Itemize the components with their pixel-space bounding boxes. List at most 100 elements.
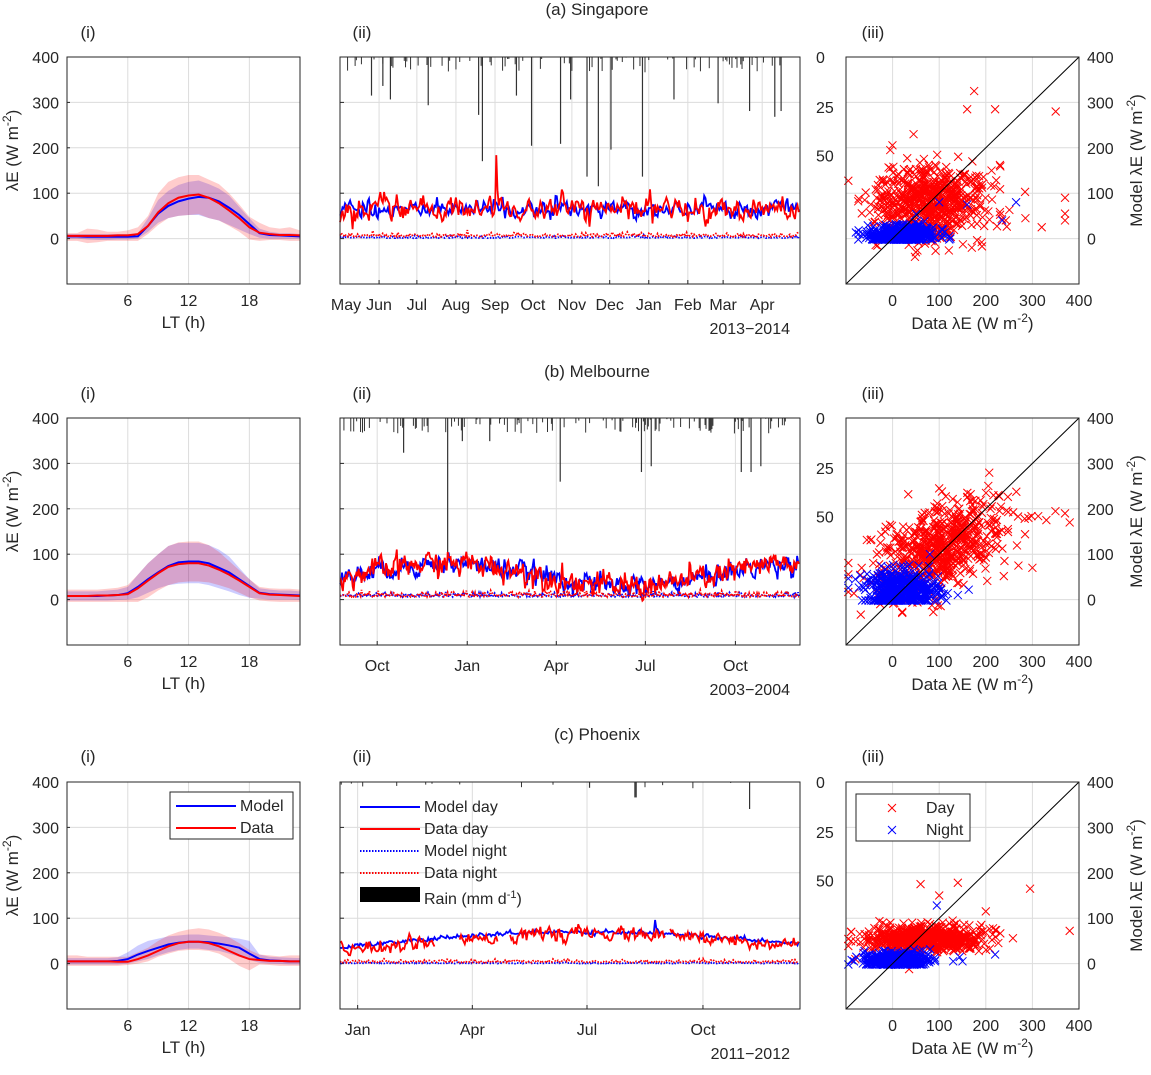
scatter-point [903, 489, 913, 499]
ytick-label: 200 [1087, 141, 1114, 158]
line-data [67, 940, 300, 963]
scatter-point [862, 569, 872, 579]
scatter-point [1065, 926, 1075, 936]
diurnal-panel: 0 100 200 300 400 6 12 18 LT (h) λE (W m-2) [0, 50, 301, 332]
row-2: (c) Phoenix (i) (ii) (iii) 0 100 200 300 400 6 12 1… [0, 725, 1146, 1063]
scatter-point [877, 930, 887, 940]
scatter-point [864, 927, 874, 936]
scatter-point [953, 590, 963, 600]
ytick-label: 300 [1087, 820, 1114, 837]
scatter-point [977, 183, 987, 193]
scatter-point [990, 104, 1000, 114]
scatter-point [883, 210, 893, 220]
scatter-point [967, 220, 976, 230]
scatter-point [952, 516, 962, 526]
diurnal-panel: 0 100 200 300 400 6 12 18 LT (h) λE (W m-2) Model D… [0, 775, 301, 1057]
panel-label-iii: (iii) [862, 747, 885, 766]
scatter-point [919, 174, 928, 184]
scatter-point [886, 543, 895, 552]
scatter-point [977, 237, 987, 247]
month-label: Feb [674, 297, 702, 314]
month-label: Oct [365, 658, 390, 675]
legend: Model day Data day Model night Data night Ra… [360, 799, 522, 908]
scatter-point [861, 188, 871, 197]
scatter-point [1025, 884, 1035, 894]
one-to-one-line [845, 56, 1080, 285]
scatter-point [977, 241, 987, 251]
scatter-point [909, 204, 919, 213]
scatter-point [975, 549, 985, 559]
xtick-label: 18 [240, 1018, 258, 1035]
scatter-point [879, 932, 888, 942]
scatter-point [846, 936, 856, 946]
xtick-label: 200 [972, 293, 999, 310]
scatter-point [869, 596, 879, 605]
series-model-night [339, 232, 800, 240]
scatter-point [1008, 933, 1018, 943]
scatter-point [924, 163, 934, 172]
scatter-panel: 0 100 200 300 400 0 100 200 300 400 Data λE (W m-2… [843, 50, 1146, 333]
xlabel: LT (h) [162, 313, 206, 332]
ytick-label: 300 [1087, 456, 1114, 473]
scatter-point [1065, 518, 1075, 527]
series-model-night [339, 960, 800, 965]
scatter-point [904, 225, 913, 235]
scatter-point [953, 878, 963, 888]
scatter-point [957, 221, 967, 231]
legend-label: Rain (mm d-1) [424, 889, 522, 908]
ytick-label: 200 [32, 866, 59, 883]
scatter-point [918, 516, 928, 525]
scatter-point [873, 596, 883, 605]
scatter-point [883, 543, 893, 553]
scatter-point [984, 468, 994, 478]
month-label: Jan [636, 297, 662, 314]
month-label: Oct [520, 297, 545, 314]
xtick-label: 100 [926, 293, 953, 310]
scatter-point [958, 239, 968, 249]
scatter-point [924, 534, 933, 544]
scatter-point [974, 946, 984, 956]
scatter-point [915, 545, 925, 554]
rain-tick-label: 50 [816, 873, 834, 890]
series-data-day [509, 923, 666, 947]
scatter-point [905, 164, 915, 174]
scatter-point [929, 208, 938, 218]
scatter-point [921, 572, 931, 582]
scatter-point [867, 943, 877, 953]
scatter-point [959, 924, 968, 934]
scatter-point [986, 504, 995, 514]
xtick-label: 100 [926, 654, 953, 671]
scatter-point [889, 235, 899, 244]
scatter-point [953, 152, 963, 162]
ylabel: λE (W m-2) [0, 835, 22, 917]
scatter-point [903, 169, 912, 178]
series-data-night [339, 227, 799, 239]
panel-label-ii: (ii) [353, 384, 372, 403]
row-title: (b) Melbourne [544, 362, 650, 381]
row-title: (c) Phoenix [554, 725, 640, 744]
ytick-label: 100 [1087, 911, 1114, 928]
scatter-point [937, 560, 947, 570]
scatter-point [941, 169, 950, 178]
scatter-point [955, 952, 964, 962]
scatter-point [939, 538, 949, 547]
scatter-point [987, 166, 996, 175]
scatter-point [861, 595, 870, 605]
scatter-point [875, 196, 884, 205]
scatter-point [981, 945, 991, 955]
scatter-point [911, 185, 921, 194]
scatter-point [919, 927, 929, 936]
scatter-point [923, 583, 932, 593]
ytick-label: 0 [1087, 957, 1096, 974]
scatter-point [962, 488, 972, 498]
scatter-point [909, 572, 919, 582]
scatter-point [967, 534, 977, 544]
scatter-point [945, 505, 955, 515]
scatter-point [933, 572, 943, 581]
scatter-point [1060, 508, 1070, 518]
scatter-point [934, 197, 944, 207]
scatter-point [948, 206, 958, 216]
scatter-point [971, 204, 981, 213]
scatter-point [986, 542, 996, 551]
scatter-point [875, 925, 884, 934]
